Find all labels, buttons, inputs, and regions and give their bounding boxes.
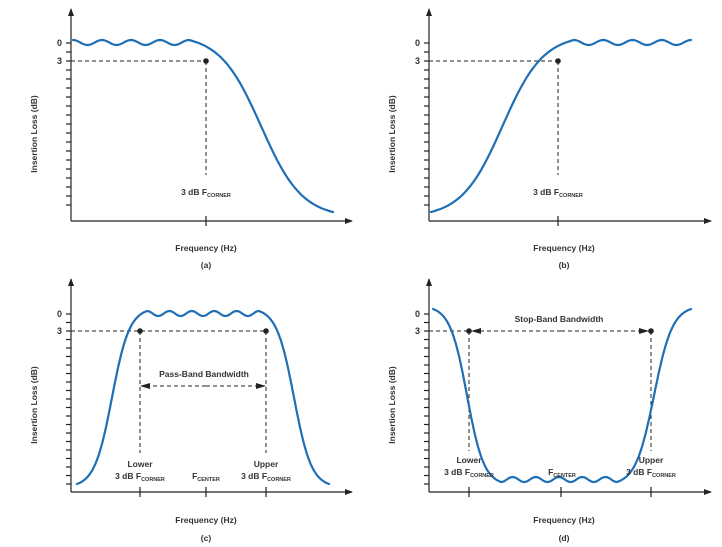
corner-label-subscript: CORNER: [559, 193, 583, 199]
lower-corner-label-subscript: CORNER: [141, 477, 165, 483]
panel-caption: (c): [201, 533, 212, 543]
upper-corner-label-main: 3 dB F: [241, 471, 267, 481]
x-axis-label: Frequency (Hz): [175, 243, 237, 253]
response-curve: [429, 38, 693, 214]
y-tick-label-0: 0: [415, 38, 420, 48]
response-curve: [75, 309, 331, 486]
lower-corner-label-subscript: CORNER: [470, 473, 494, 479]
y-axis-label: Insertion Loss (dB): [29, 366, 39, 444]
y-tick-label-0: 0: [57, 38, 62, 48]
upper-label: Upper: [639, 455, 664, 465]
lower-corner-label-main: 3 dB F: [444, 467, 470, 477]
lower-corner-label: 3 dB FCORNER: [115, 471, 165, 483]
y-tick-label-0: 0: [415, 309, 420, 319]
x-axis-label: Frequency (Hz): [533, 515, 595, 525]
center-label: FCENTER: [548, 467, 576, 479]
lower-corner-label-main: 3 dB F: [115, 471, 141, 481]
corner-marker: [555, 58, 561, 64]
upper-corner-marker: [263, 328, 269, 334]
panel-d: 0 3 Insertion Loss (dB) Frequency (Hz) (d) St…: [387, 278, 712, 543]
y-tick-label-3: 3: [415, 326, 420, 336]
lower-corner-label: 3 dB FCORNER: [444, 467, 494, 479]
lower-corner-marker: [466, 328, 472, 334]
upper-corner-label-subscript: CORNER: [267, 477, 291, 483]
upper-corner-label-subscript: CORNER: [652, 473, 676, 479]
y-axis-label: Insertion Loss (dB): [29, 95, 39, 173]
y-tick-label-3: 3: [57, 326, 62, 336]
center-label-subscript: CENTER: [197, 477, 220, 483]
y-tick-label-3: 3: [57, 56, 62, 66]
center-label-subscript: CENTER: [553, 473, 576, 479]
y-tick-label-3: 3: [415, 56, 420, 66]
upper-corner-label-main: 3 dB F: [626, 467, 652, 477]
corner-label: 3 dB FCORNER: [181, 187, 231, 199]
stopband-bandwidth-label: Stop-Band Bandwidth: [515, 314, 604, 324]
upper-corner-label: 3 dB FCORNER: [626, 467, 676, 479]
upper-corner-marker: [648, 328, 654, 334]
panel-caption: (d): [559, 533, 570, 543]
corner-label-subscript: CORNER: [207, 193, 231, 199]
corner-label-main: 3 dB F: [533, 187, 559, 197]
panel-a: 0 3 Insertion Loss (dB) Frequency (Hz) (a) 3 …: [29, 8, 353, 270]
corner-label: 3 dB FCORNER: [533, 187, 583, 199]
lower-label: Lower: [456, 455, 482, 465]
passband-bandwidth-label: Pass-Band Bandwidth: [159, 369, 249, 379]
center-label-main: F: [548, 467, 553, 477]
x-axis-label: Frequency (Hz): [533, 243, 595, 253]
center-label: FCENTER: [192, 471, 220, 483]
lower-corner-marker: [137, 328, 143, 334]
panel-caption: (a): [201, 260, 212, 270]
upper-label: Upper: [254, 459, 279, 469]
panel-b: 0 3 Insertion Loss (dB) Frequency (Hz) (b) 3 …: [387, 8, 712, 270]
corner-marker: [203, 58, 209, 64]
response-curve: [431, 307, 693, 484]
x-axis-label: Frequency (Hz): [175, 515, 237, 525]
panel-c: 0 3 Insertion Loss (dB) Frequency (Hz) (c) Pa…: [29, 278, 353, 543]
response-curve: [71, 38, 335, 214]
corner-label-main: 3 dB F: [181, 187, 207, 197]
upper-corner-label: 3 dB FCORNER: [241, 471, 291, 483]
y-tick-label-0: 0: [57, 309, 62, 319]
y-axis-label: Insertion Loss (dB): [387, 95, 397, 173]
y-axis-label: Insertion Loss (dB): [387, 366, 397, 444]
panel-caption: (b): [559, 260, 570, 270]
lower-label: Lower: [127, 459, 153, 469]
center-label-main: F: [192, 471, 197, 481]
